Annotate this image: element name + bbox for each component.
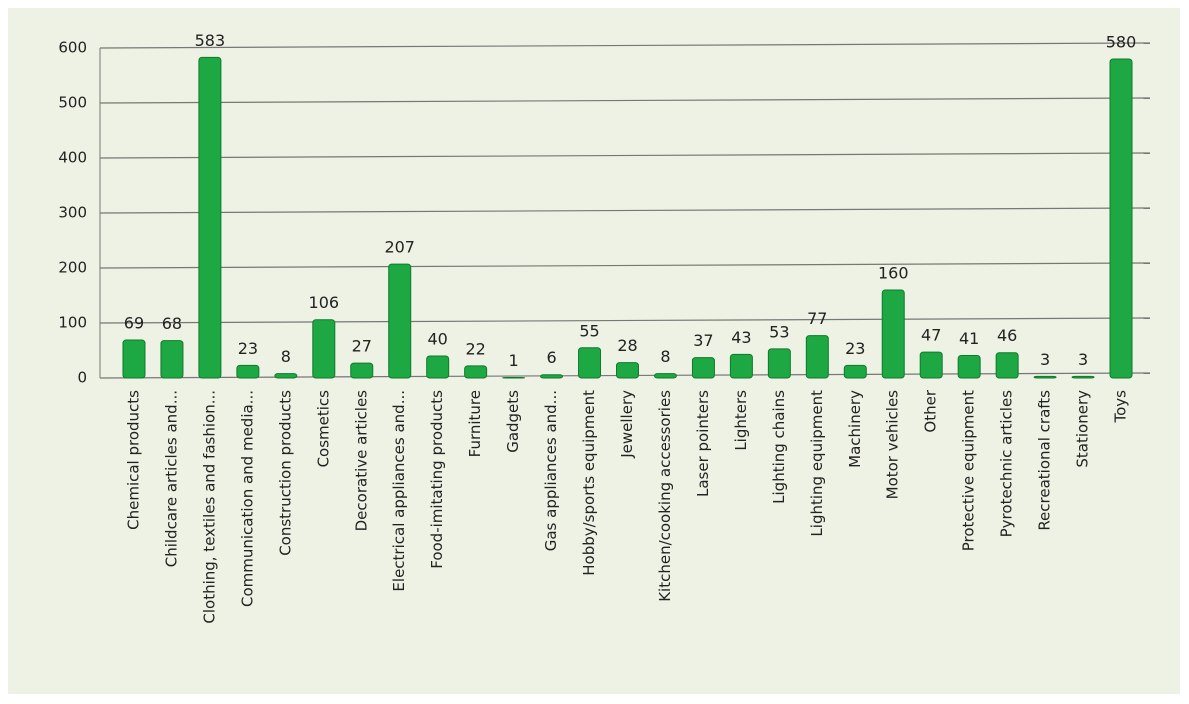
data-label: 22	[465, 339, 485, 358]
x-tick-label: Pyrotechnic articles	[998, 390, 1016, 538]
bar	[995, 352, 1019, 379]
bar	[426, 355, 450, 379]
data-label: 43	[731, 328, 751, 347]
x-tick-label: Furniture	[466, 390, 484, 457]
y-tick-label: 100	[58, 314, 87, 332]
x-tick-label: Childcare articles and...	[162, 390, 180, 567]
bar	[767, 348, 791, 379]
x-tick-label: Motor vehicles	[884, 390, 902, 500]
bar	[464, 365, 488, 379]
x-tick-label: Food-imitating products	[428, 390, 446, 569]
data-label: 8	[660, 347, 670, 366]
bar	[843, 364, 867, 379]
data-label: 8	[281, 347, 291, 366]
bar	[653, 373, 677, 379]
grid-line	[99, 207, 1151, 214]
x-tick-label: Lighting chains	[770, 390, 788, 504]
x-tick-label: Laser pointers	[694, 390, 712, 497]
bar	[236, 364, 260, 379]
x-tick-label: Clothing, textiles and fashion...	[200, 390, 218, 624]
data-label: 6	[546, 348, 556, 367]
x-tick-label: Chemical products	[124, 390, 142, 530]
bar	[350, 362, 374, 379]
data-label: 23	[845, 339, 865, 358]
grid-line	[99, 97, 1151, 104]
data-label: 37	[693, 331, 713, 350]
x-tick-label: Construction products	[276, 390, 294, 556]
data-label: 207	[384, 238, 415, 257]
bar	[805, 335, 829, 379]
x-tick-label: Electrical appliances and...	[390, 390, 408, 592]
data-label: 1	[509, 351, 519, 370]
x-tick-label: Jewellery	[618, 390, 636, 459]
x-tick-label: Kitchen/cooking accessories	[656, 390, 674, 602]
x-tick-label: Stationery	[1074, 390, 1092, 468]
data-label: 40	[428, 330, 448, 349]
bar	[502, 376, 526, 379]
bar	[540, 374, 564, 379]
bar	[198, 56, 222, 379]
x-tick-label: Machinery	[846, 390, 864, 468]
data-label: 77	[807, 309, 827, 328]
bar	[957, 354, 981, 379]
data-label: 583	[195, 31, 226, 50]
data-label: 53	[769, 322, 789, 341]
grid-line	[99, 317, 1151, 324]
bar	[1071, 375, 1095, 379]
x-tick-label: Lighting equipment	[808, 390, 826, 537]
x-tick-label: Hobby/sports equipment	[580, 390, 598, 576]
data-label: 580	[1106, 33, 1137, 52]
bar	[729, 353, 753, 379]
grid-line	[99, 262, 1151, 269]
bar	[1033, 375, 1057, 379]
bar	[691, 357, 715, 379]
x-tick-label: Gadgets	[504, 390, 522, 453]
x-tick-label: Lighters	[732, 390, 750, 451]
data-label: 28	[617, 336, 637, 355]
x-tick-label: Gas appliances and...	[542, 390, 560, 551]
data-label: 3	[1040, 350, 1050, 369]
x-tick-label: Other	[922, 389, 940, 432]
x-tick-label: Protective equipment	[960, 390, 978, 551]
bar	[881, 289, 905, 379]
y-tick-label: 400	[58, 149, 87, 167]
bar	[122, 339, 146, 379]
x-tick-label: Recreational crafts	[1036, 390, 1054, 531]
data-label: 68	[162, 314, 182, 333]
y-tick-label: 0	[77, 369, 87, 387]
data-label: 27	[352, 337, 372, 356]
bar	[388, 263, 412, 379]
x-tick-label: Communication and media...	[238, 390, 256, 607]
grid-line	[99, 152, 1151, 159]
y-tick-label: 300	[58, 204, 87, 222]
y-tick-label: 500	[58, 94, 87, 112]
data-label: 46	[997, 326, 1017, 345]
bar	[919, 351, 943, 379]
bar	[312, 319, 336, 379]
y-tick-label: 600	[58, 39, 87, 57]
x-tick-label: Cosmetics	[314, 390, 332, 468]
data-label: 23	[238, 339, 258, 358]
data-label: 55	[579, 321, 599, 340]
x-tick-label: Decorative articles	[352, 390, 370, 532]
data-label: 41	[959, 329, 979, 348]
data-label: 160	[878, 264, 909, 283]
bar	[274, 373, 298, 379]
data-label: 47	[921, 326, 941, 345]
bar	[160, 340, 184, 379]
x-tick-label: Toys	[1112, 390, 1130, 424]
bar	[1109, 58, 1133, 379]
y-tick-label: 200	[58, 259, 87, 277]
data-label: 106	[309, 293, 340, 312]
data-label: 3	[1078, 350, 1088, 369]
data-label: 69	[124, 314, 144, 333]
bar	[616, 362, 639, 379]
grid-line	[99, 42, 1151, 49]
bar	[578, 347, 602, 379]
